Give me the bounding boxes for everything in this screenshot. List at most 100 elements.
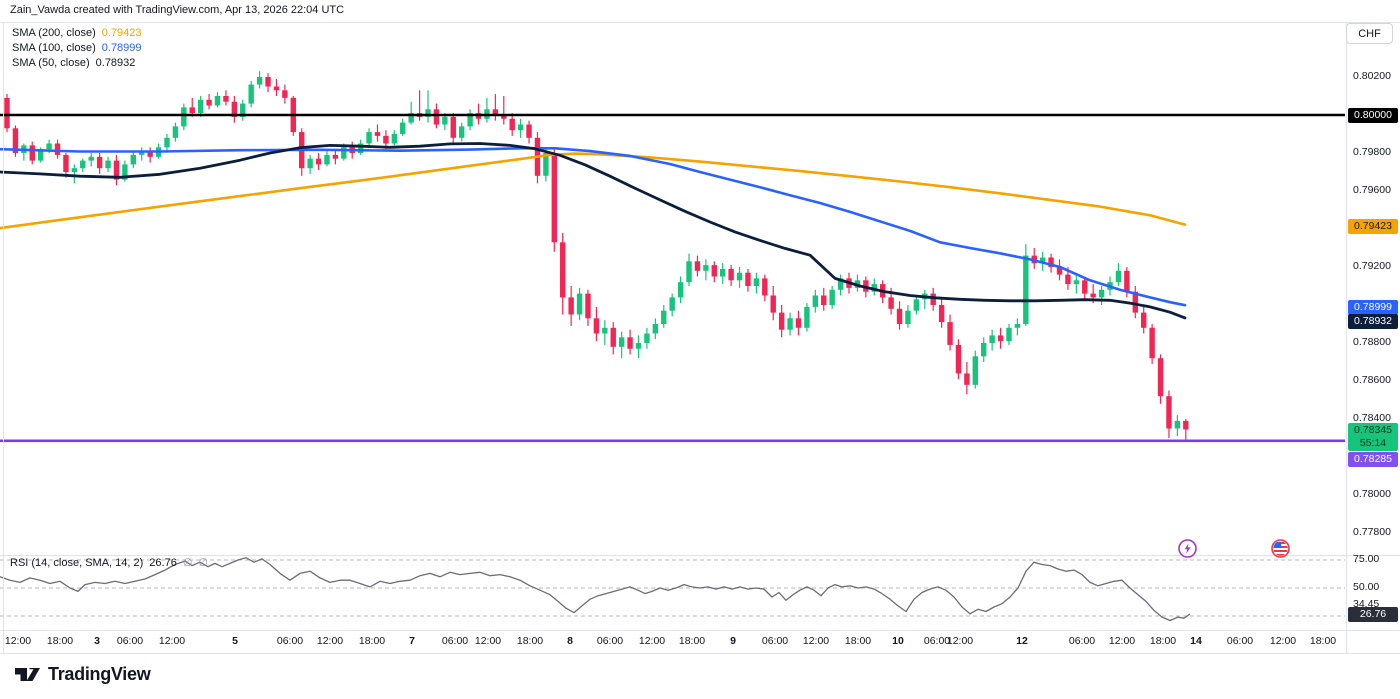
legend-sma100-value: 0.78999 [101,42,142,54]
candle-body [972,356,978,385]
left-border [3,22,4,653]
candle-body [265,77,271,87]
candle-body [197,99,204,114]
candle-body [122,164,128,180]
candle-body [610,327,616,347]
pane-divider[interactable] [0,555,1400,556]
time-tick-12:00: 12:00 [638,635,666,647]
lightning-icon [1178,539,1197,558]
candle-body [240,103,246,117]
price-axis[interactable]: 0.80200 0.79800 0.79600 0.79200 0.78800 0.786… [1347,0,1400,652]
candle-body [938,305,945,323]
us-flag-icon [1271,539,1290,558]
sma100-line[interactable] [0,147,1187,307]
time-tick-18:00: 18:00 [516,635,544,647]
candle-body [930,293,936,305]
candle-body [618,337,625,347]
time-tick-10: 10 [892,635,904,647]
rsi-axis-label-75.00: 75.00 [1353,553,1380,565]
price-axis-label-0.79600: 0.79600 [1353,184,1391,196]
candle-body [526,124,532,138]
rsi-eye-icon[interactable]: ∅ [182,557,193,569]
time-tick-06:00: 06:00 [276,635,304,647]
candle-body [88,156,94,161]
candle-body [433,109,440,125]
candle-body [400,122,406,134]
candle-body [374,132,381,136]
candle-body [357,143,364,153]
candle-body [888,297,894,309]
candle-body [703,265,709,271]
candle-body [341,147,347,159]
price-axis-border [1346,22,1347,653]
economic-event-us-flag-icon[interactable] [1271,539,1290,558]
candle-body [467,113,473,127]
time-tick-06:00: 06:00 [761,635,789,647]
sma50-line[interactable] [0,142,1187,320]
legend-sma100-label: SMA (100, close) [12,42,96,54]
rsi-legend-value: 26.76 [149,556,177,569]
time-axis[interactable]: 12:00 18:00 3 06:00 12:00 5 06:00 12:00 18:00 7 06… [0,632,1400,652]
header-divider [0,22,1400,23]
time-tick-12:00: 12:00 [802,635,830,647]
time-tick-18:00: 18:00 [844,635,872,647]
candle-body [214,96,221,106]
candle-body [282,90,288,98]
candle-body [753,278,760,286]
candle-body [501,115,507,119]
tradingview-logo-icon [15,667,40,681]
candle-body [181,107,187,127]
candle-body [947,322,953,345]
candle-body [762,278,768,296]
currency-button[interactable]: CHF [1346,23,1393,44]
rsi-legend[interactable]: RSI (14, close, SMA, 14, 2) 26.76 ∅ ∅ [10,556,208,570]
legend-sma200-value: 0.79423 [101,27,142,39]
candle-body [366,132,372,144]
candle-body [551,153,557,243]
time-tick-7: 7 [409,635,415,647]
candle-body [644,333,650,343]
tradingview-logo[interactable]: TradingView [14,664,151,685]
time-tick-12: 12 [1016,635,1028,647]
candle-body [1115,270,1122,283]
candle-body [1065,274,1071,285]
time-tick-12:00: 12:00 [4,635,32,647]
time-tick-12:00: 12:00 [316,635,344,647]
time-tick-12:00: 12:00 [1108,635,1136,647]
economic-event-lightning-icon[interactable] [1178,539,1197,558]
tradingview-logo-text: TradingView [48,664,151,684]
candle-body [164,137,170,148]
candle-body [745,272,751,286]
sma200-line[interactable] [0,152,1187,230]
candle-body [720,268,726,277]
rsi-settings-icon[interactable]: ∅ [198,557,208,569]
legend-sma50[interactable]: SMA (50, close) 0.78932 [12,56,142,71]
candle-body [113,160,120,180]
candle-body [1157,358,1164,397]
candle-body [1039,257,1046,264]
price-axis-label-0.78400: 0.78400 [1353,412,1391,424]
candle-body [812,295,819,307]
time-tick-3: 3 [94,635,100,647]
time-tick-06:00: 06:00 [596,635,624,647]
candle-body [694,261,701,271]
candle-body [223,96,229,102]
footer-divider [0,653,1400,654]
candle-body [383,135,389,144]
candle-body [391,134,398,144]
candle-body [408,113,414,123]
candle-body [837,278,844,290]
legend-sma100[interactable]: SMA (100, close) 0.78999 [12,41,142,56]
candle-body [1124,270,1130,292]
time-tick-5: 5 [232,635,238,647]
time-tick-18:00: 18:00 [46,635,74,647]
legend-sma200[interactable]: SMA (200, close) 0.79423 [12,26,142,41]
candle-body [821,295,827,305]
candle-body [981,343,987,357]
candle-body [795,318,802,328]
price-axis-label-0.79800: 0.79800 [1353,146,1391,158]
candle-body [324,154,330,165]
candle-body [1082,280,1088,294]
